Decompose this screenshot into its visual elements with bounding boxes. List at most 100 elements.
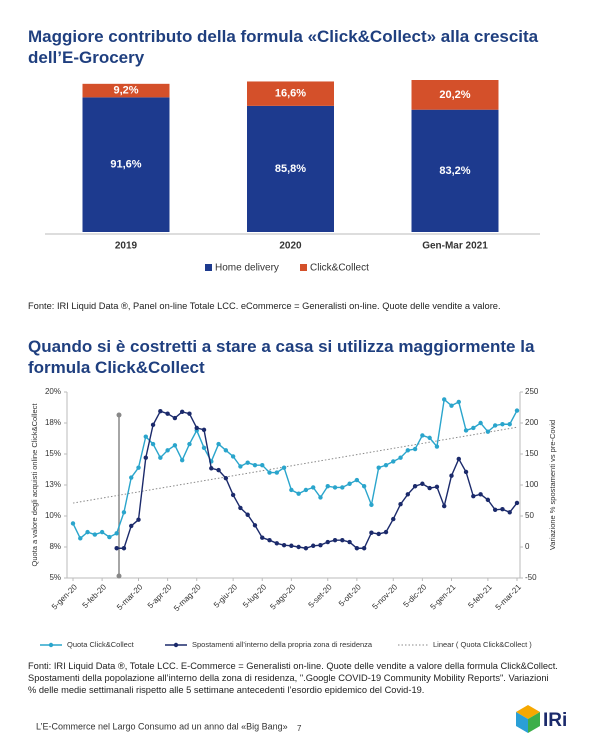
data-point	[340, 485, 345, 490]
y-tick-label: 5%	[49, 573, 61, 582]
data-point	[354, 546, 360, 551]
data-point	[412, 446, 418, 452]
data-point	[507, 422, 512, 427]
y-tick-label: 20%	[45, 387, 61, 396]
data-point	[318, 542, 323, 548]
data-point	[340, 537, 345, 543]
data-point	[252, 523, 258, 528]
data-point	[223, 448, 229, 453]
data-point	[274, 541, 280, 546]
y-tick-label: 15%	[45, 449, 61, 458]
data-point	[230, 492, 236, 498]
legend-label: Click&Collect	[310, 263, 369, 274]
data-point	[427, 435, 432, 441]
data-point	[114, 531, 119, 536]
data-point	[434, 444, 440, 449]
data-point	[281, 542, 287, 548]
data-point	[492, 423, 498, 428]
data-point	[245, 460, 250, 465]
data-point	[136, 465, 141, 470]
x-tick-label: 5-mag-20	[172, 582, 203, 613]
y2-tick-label: 250	[525, 387, 539, 396]
page-number: 7	[297, 724, 302, 733]
legend-label: Quota Click&Collect	[67, 640, 135, 649]
x-tick-label: 5-giu-20	[212, 582, 240, 610]
data-point	[92, 532, 98, 537]
trendline	[72, 426, 518, 504]
x-tick-label: 5-feb-21	[466, 582, 494, 610]
y2-tick-label: 50	[525, 511, 534, 520]
data-point	[398, 502, 403, 507]
source-note: Fonti: IRI Liquid Data ®, Totale LCC. E-…	[28, 661, 558, 695]
source-note: Fonte: IRI Liquid Data ®, Panel on-line …	[28, 301, 501, 311]
data-point	[442, 503, 447, 509]
data-point	[383, 462, 389, 468]
data-point	[456, 456, 461, 462]
data-point	[325, 539, 330, 545]
y-tick-label: 8%	[49, 542, 61, 551]
logo-icon	[516, 705, 540, 733]
data-point	[514, 408, 520, 413]
chart-title: Maggiore contributo della formula «Click…	[28, 27, 539, 67]
data-point	[485, 429, 491, 434]
x-tick-label: 5-lug-20	[241, 582, 269, 610]
data-point	[442, 397, 447, 402]
x-tick-label: 2020	[279, 241, 302, 252]
data-point	[238, 464, 243, 469]
y2-axis-title: Variazione % spostamenti vs pre-Covid	[548, 420, 557, 550]
data-point	[478, 492, 483, 497]
data-point	[296, 544, 301, 550]
y-axis-title: Quota a valore degli acquisti online Cli…	[30, 403, 39, 567]
data-point	[172, 443, 178, 448]
data-point	[150, 441, 156, 447]
data-label: 83,2%	[439, 165, 470, 177]
data-point	[361, 484, 367, 489]
x-tick-label: 5-nov-20	[370, 582, 399, 611]
data-point	[158, 409, 163, 414]
legend-swatch	[300, 264, 307, 271]
data-point	[107, 534, 112, 540]
y2-tick-label: 100	[525, 480, 539, 489]
data-point	[500, 506, 505, 512]
logo-text: IRi	[543, 710, 567, 731]
data-point	[289, 487, 294, 493]
x-tick-label: 5-ago-20	[268, 582, 297, 611]
data-point	[303, 487, 309, 493]
data-point	[420, 481, 425, 486]
data-point	[303, 546, 309, 551]
data-point	[485, 497, 491, 503]
data-point	[361, 546, 367, 551]
data-point	[252, 462, 258, 468]
data-point	[471, 425, 476, 431]
data-point	[187, 441, 192, 447]
data-point	[310, 485, 316, 490]
data-point	[405, 448, 411, 453]
x-tick-label: 5-mar-21	[494, 582, 524, 612]
bar-segment	[247, 81, 334, 106]
data-point	[332, 485, 338, 490]
data-point	[201, 427, 207, 433]
legend-swatch	[205, 264, 212, 271]
y2-tick-label: 150	[525, 449, 539, 458]
data-point	[376, 531, 381, 537]
y2-tick-label: 200	[525, 418, 539, 427]
data-point	[274, 470, 280, 475]
data-point	[478, 420, 483, 426]
event-marker-dot	[116, 573, 122, 579]
data-point	[78, 536, 83, 541]
data-point	[507, 510, 512, 515]
legend-label: Spostamenti all’interno della propria zo…	[192, 640, 373, 649]
data-point	[129, 523, 134, 529]
y-tick-label: 13%	[45, 480, 61, 489]
data-point	[296, 491, 301, 496]
x-tick-label: 5-feb-20	[81, 582, 109, 610]
y2-tick-label: -50	[525, 573, 537, 582]
data-point	[99, 529, 105, 535]
data-label: 16,6%	[275, 88, 306, 100]
data-point	[238, 505, 243, 511]
data-label: 85,8%	[275, 163, 306, 175]
data-point	[165, 411, 170, 416]
x-tick-label: 5-mar-20	[115, 582, 145, 612]
